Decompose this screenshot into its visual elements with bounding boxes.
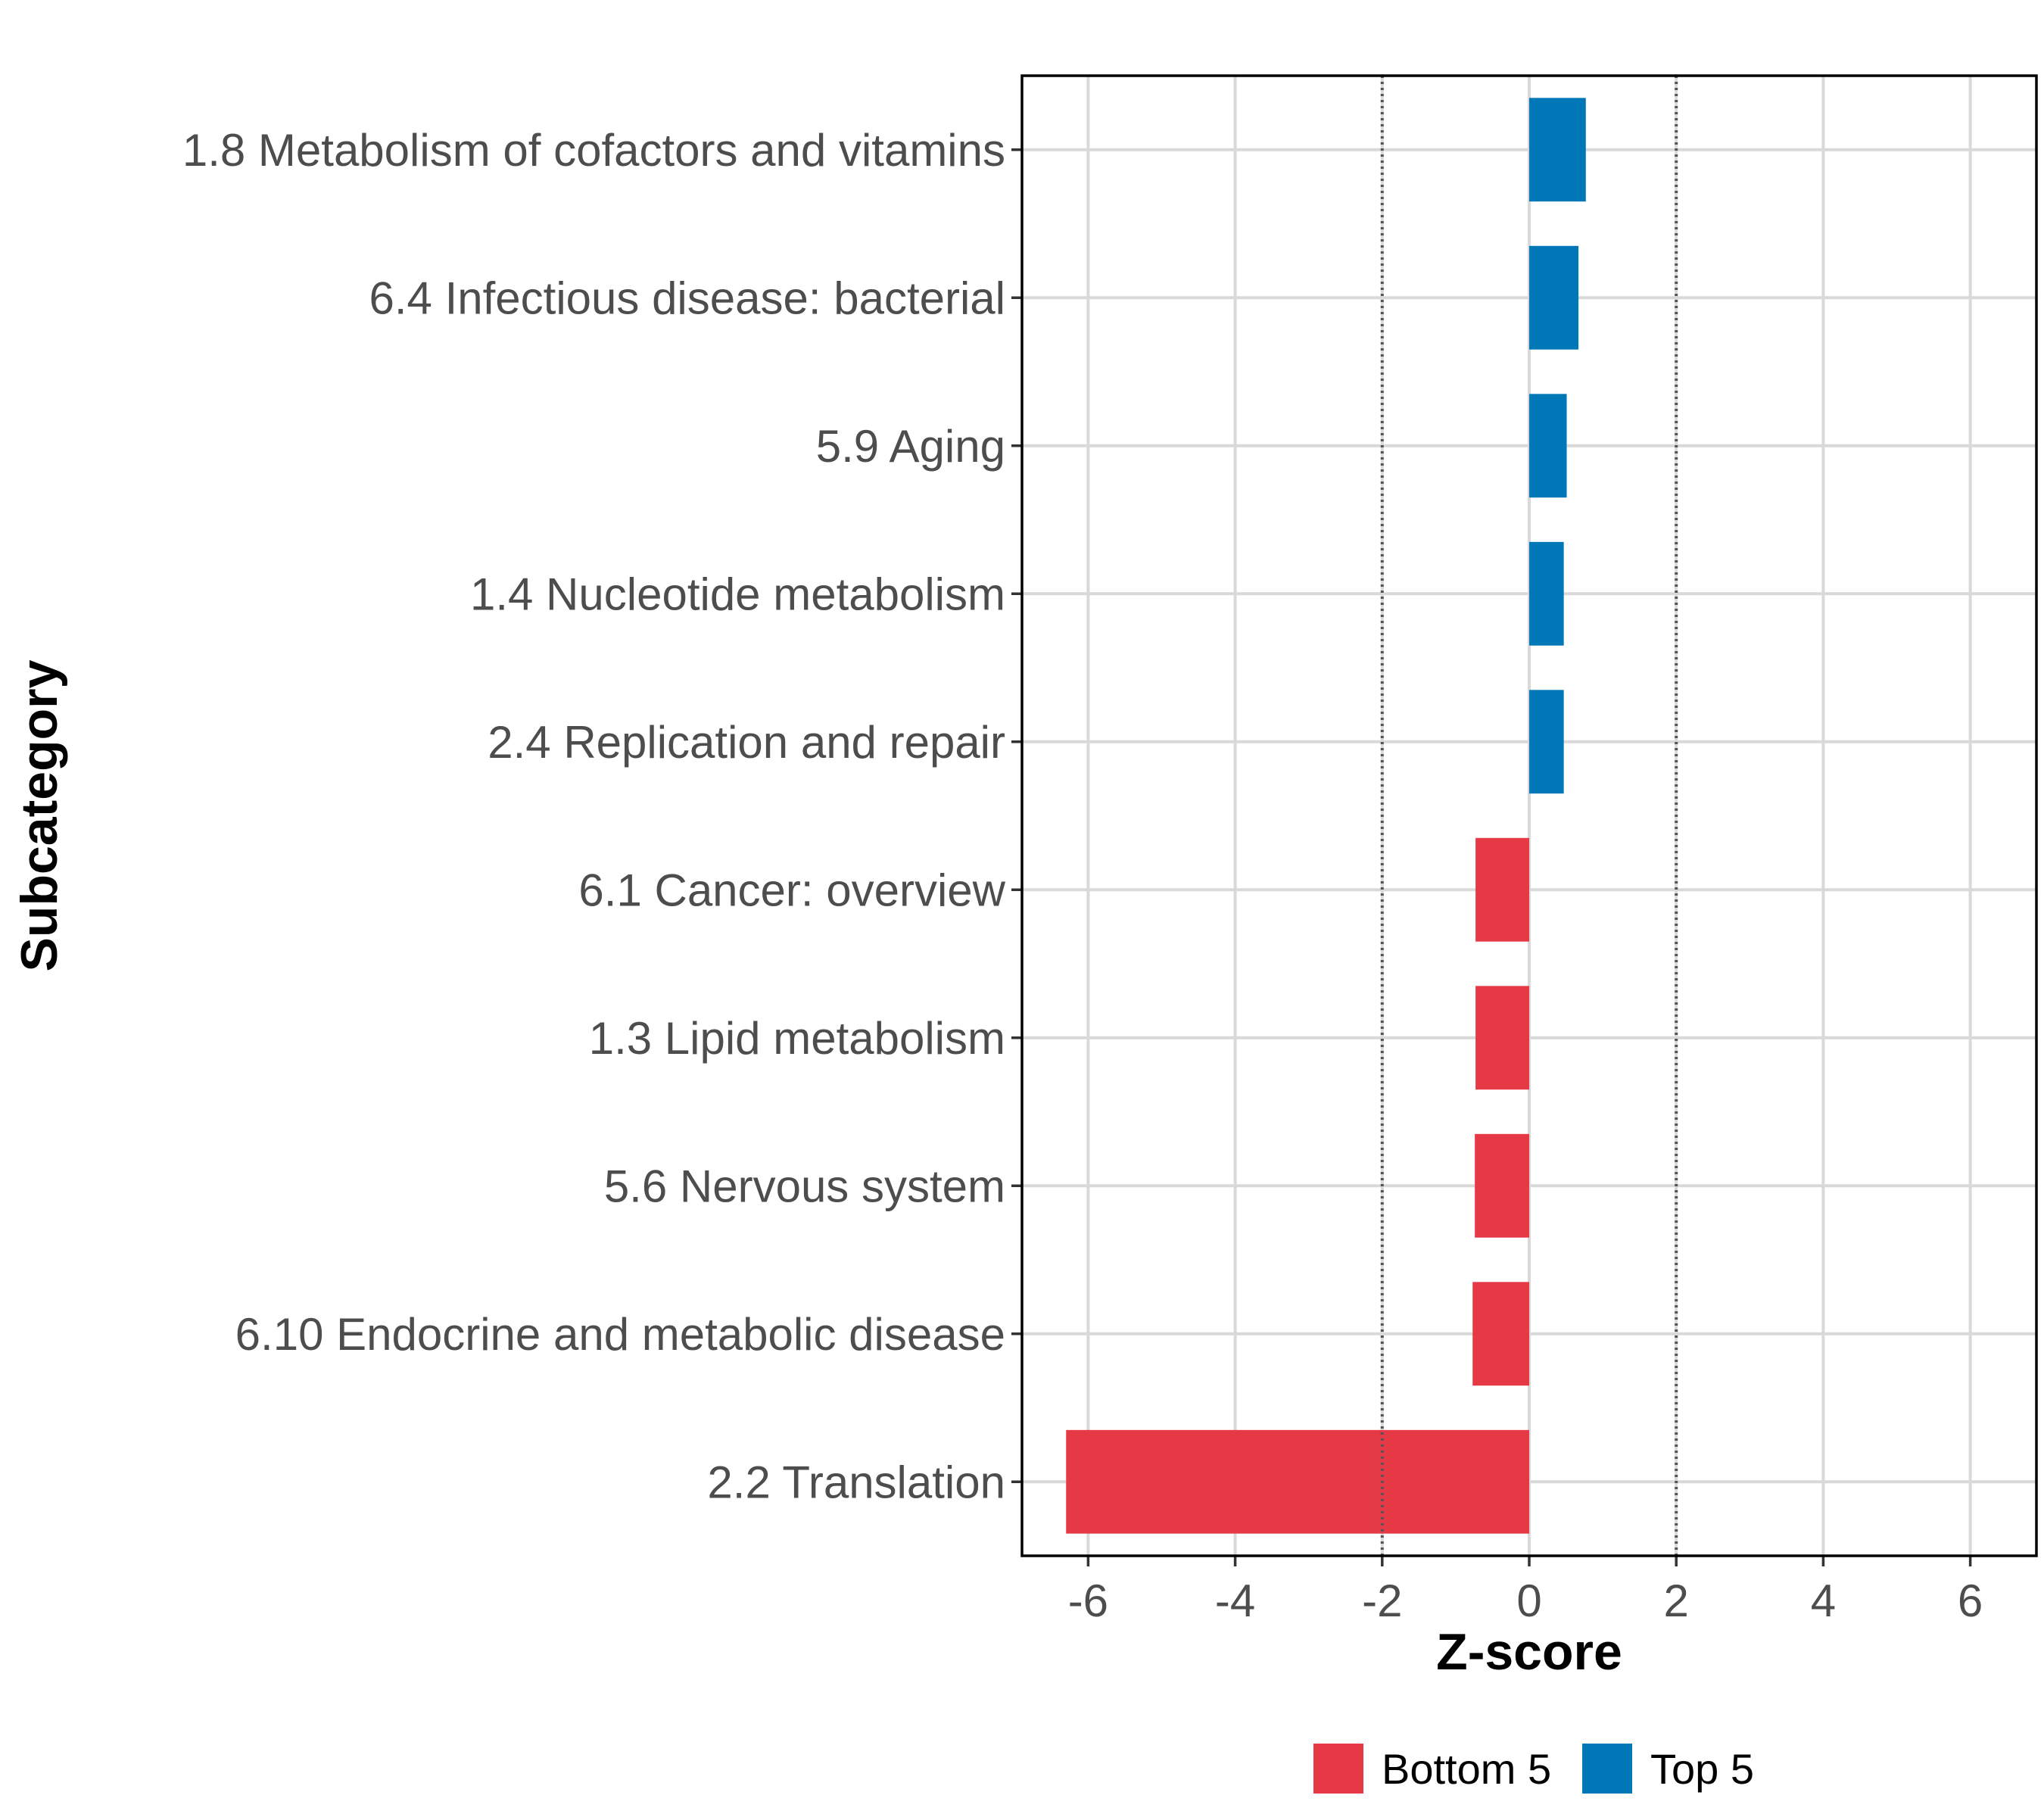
x-tick-label: -2 — [1362, 1575, 1402, 1626]
x-tick-label: 4 — [1811, 1575, 1836, 1626]
bars — [1066, 98, 1586, 1534]
x-axis-title: Z-score — [1436, 1623, 1622, 1681]
x-tick-label: -4 — [1215, 1575, 1255, 1626]
y-axis-title: Subcategory — [11, 659, 68, 971]
plot-panel-border — [1020, 74, 2038, 1557]
legend-swatch — [1313, 1744, 1363, 1794]
y-tick-label: 6.10 Endocrine and metabolic disease — [235, 1309, 1005, 1360]
y-tick-label: 2.2 Translation — [707, 1457, 1005, 1507]
y-tick-label: 6.4 Infectious disease: bacterial — [369, 273, 1006, 323]
bar — [1475, 837, 1529, 942]
y-tick-label: 5.9 Aging — [816, 421, 1005, 472]
y-tick-label: 1.3 Lipid metabolism — [589, 1013, 1005, 1064]
y-tick-label: 6.1 Cancer: overview — [578, 865, 1005, 915]
legend-swatch — [1582, 1744, 1632, 1794]
bar — [1472, 1282, 1529, 1386]
y-tick-label: 1.8 Metabolism of cofactors and vitamins — [182, 125, 1005, 176]
bar — [1529, 690, 1564, 794]
bar — [1529, 394, 1567, 498]
bar — [1066, 1429, 1529, 1534]
legend-label: Top 5 — [1650, 1745, 1754, 1793]
x-tick-label: 6 — [1958, 1575, 1983, 1626]
reference-lines — [1380, 76, 1678, 1556]
legend: Bottom 5 Top 5 — [1313, 1744, 1754, 1794]
bar — [1529, 98, 1586, 202]
y-axis: 1.8 Metabolism of cofactors and vitamins… — [182, 125, 1022, 1507]
legend-label: Bottom 5 — [1382, 1745, 1551, 1793]
x-tick-label: -6 — [1068, 1575, 1108, 1626]
y-tick-label: 5.6 Nervous system — [604, 1161, 1005, 1211]
bar — [1529, 245, 1579, 350]
y-tick-label: 1.4 Nucleotide metabolism — [470, 569, 1005, 619]
bar — [1529, 541, 1564, 646]
bar — [1475, 986, 1529, 1090]
bar — [1475, 1133, 1529, 1238]
x-tick-label: 0 — [1516, 1575, 1541, 1626]
y-tick-label: 2.4 Replication and repair — [488, 717, 1005, 768]
x-tick-label: 2 — [1664, 1575, 1689, 1626]
x-axis: -6 -4 -2 0 2 4 6 — [1068, 1556, 1983, 1626]
